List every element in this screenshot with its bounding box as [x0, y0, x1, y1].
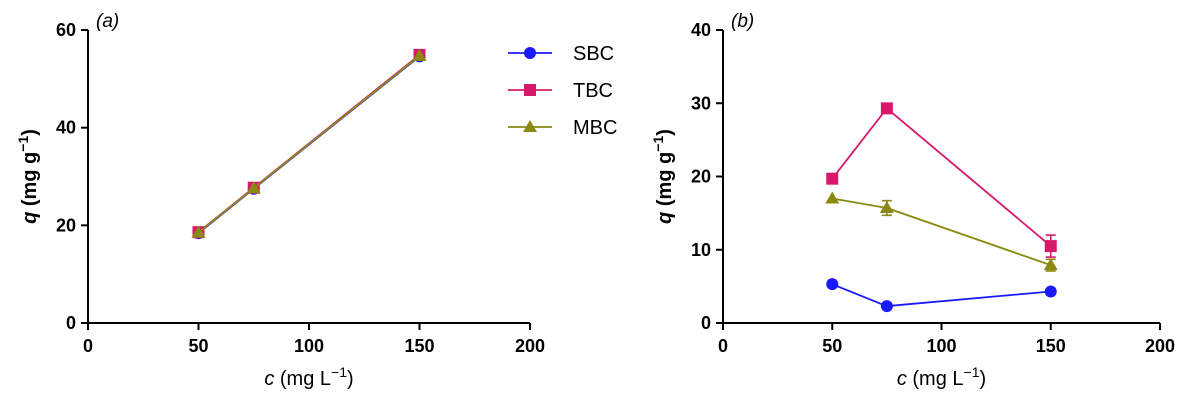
x-tick-label: 200 — [1145, 336, 1175, 356]
y-axis-title-var: q — [19, 212, 41, 224]
panel-label: (a) — [96, 11, 119, 32]
x-tick-label: 150 — [1036, 336, 1066, 356]
data-point-tbc — [880, 102, 893, 115]
x-axis-title: c (mg L−1) — [897, 364, 986, 390]
data-point-sbc — [826, 278, 839, 291]
series-line-tbc — [831, 107, 1052, 247]
data-point-mbc — [191, 225, 206, 238]
y-tick-label: 40 — [56, 118, 76, 138]
series-line-mbc — [197, 55, 421, 234]
data-point-tbc — [826, 172, 839, 185]
y-axis-title-close: ) — [19, 129, 41, 136]
x-axis-title-close: ) — [979, 368, 986, 390]
panel-label: (b) — [731, 11, 754, 32]
data-point-mbc — [246, 181, 261, 194]
y-axis-title-var: q — [654, 212, 676, 224]
y-tick-label: 20 — [56, 215, 76, 235]
panel-label-text: (a) — [96, 11, 119, 32]
y-tick-label: 0 — [66, 313, 76, 333]
x-axis-title: c (mg L−1) — [264, 364, 353, 390]
data-point-sbc — [880, 300, 893, 313]
y-axis-title-unit: (mg g — [654, 152, 676, 212]
x-tick-label: 150 — [404, 336, 434, 356]
legend-marker — [524, 47, 536, 59]
y-axis-title: q (mg g−1) — [650, 129, 676, 224]
series-line-sbc — [831, 283, 1051, 308]
series-mbc — [191, 48, 427, 238]
y-axis-title-unit: (mg g — [19, 152, 41, 212]
series-tbc — [826, 102, 1057, 258]
y-axis-title-sup: −1 — [15, 136, 31, 152]
y-tick-label: 60 — [56, 20, 76, 40]
y-axis-title: q (mg g−1) — [15, 129, 41, 224]
y-tick-label: 40 — [691, 20, 711, 40]
legend-marker — [524, 84, 536, 96]
data-point-mbc — [879, 200, 894, 213]
y-tick-label: 10 — [691, 240, 711, 260]
legend-marker — [523, 120, 537, 132]
y-tick-label: 20 — [691, 167, 711, 187]
legend-label: SBC — [573, 43, 614, 65]
y-axis-title-close: ) — [654, 129, 676, 136]
x-axis-title-unit: (mg L — [907, 368, 964, 390]
series-line-mbc — [832, 197, 1052, 266]
legend-label: MBC — [573, 117, 617, 139]
legend-item-sbc: SBC — [508, 43, 614, 65]
x-axis-title-var: c — [264, 368, 274, 390]
legend-label: TBC — [573, 80, 613, 102]
y-axis-title-sup: −1 — [650, 136, 666, 152]
x-axis-title-var: c — [897, 368, 907, 390]
legend-item-mbc: MBC — [508, 117, 617, 139]
data-point-tbc — [1044, 240, 1057, 253]
x-axis-title-sup: −1 — [331, 364, 347, 380]
x-tick-label: 0 — [83, 336, 93, 356]
x-tick-label: 50 — [822, 336, 842, 356]
legend-item-tbc: TBC — [508, 80, 613, 102]
x-tick-label: 100 — [294, 336, 324, 356]
legend: SBC TBC MBC — [508, 43, 617, 139]
x-axis-title-close: ) — [347, 368, 354, 390]
series-mbc — [825, 191, 1058, 272]
panel-label-text: (b) — [731, 11, 754, 32]
data-point-sbc — [1044, 285, 1057, 298]
y-tick-label: 30 — [691, 93, 711, 113]
data-point-mbc — [825, 191, 840, 204]
data-point-mbc — [1043, 258, 1058, 271]
x-tick-label: 0 — [718, 336, 728, 356]
y-tick-label: 0 — [701, 313, 711, 333]
x-axis-title-unit: (mg L — [274, 368, 331, 390]
data-point-mbc — [412, 48, 427, 61]
x-tick-label: 100 — [926, 336, 956, 356]
x-axis-title-sup: −1 — [964, 364, 980, 380]
series-sbc — [826, 278, 1057, 313]
x-tick-label: 200 — [515, 336, 545, 356]
x-tick-label: 50 — [188, 336, 208, 356]
